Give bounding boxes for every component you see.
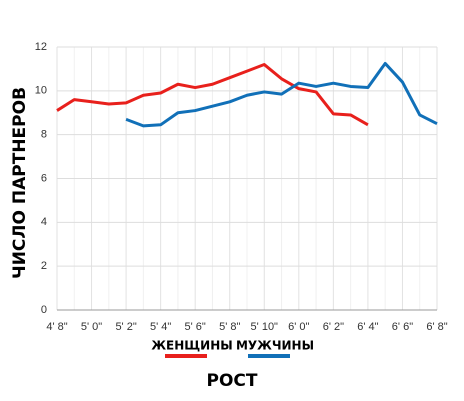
y-tick-label: 8: [41, 129, 47, 141]
x-tick-label: 5' 0": [81, 321, 102, 333]
x-tick-label: 5' 10": [251, 321, 279, 333]
x-tick-label: 5' 2": [115, 321, 136, 333]
line-series: [125, 61, 438, 128]
y-tick-label: 6: [41, 172, 47, 184]
y-tick-label: 4: [41, 216, 47, 228]
x-tick-label: 6' 0": [288, 321, 309, 333]
x-tick-label: 5' 6": [185, 321, 206, 333]
x-tick-label: 5' 8": [219, 321, 240, 333]
y-tick-label: 12: [35, 41, 47, 53]
x-tick-label: 6' 4": [357, 321, 378, 333]
legend-label: ЖЕНЩИНЫ: [151, 339, 232, 353]
y-tick-label: 0: [41, 304, 47, 316]
x-tick-label: 5' 4": [150, 321, 171, 333]
x-tick-label: 6' 8": [426, 321, 447, 333]
x-tick-label: 4' 8": [46, 321, 67, 333]
y-axis-title: ЧИСЛО ПАРТНЕРОВ: [10, 87, 30, 279]
line-series: [56, 63, 369, 127]
x-tick-label: 6' 2": [323, 321, 344, 333]
legend-label: МУЖЧИНЫ: [236, 339, 314, 353]
y-tick-label: 10: [35, 85, 47, 97]
y-tick-label: 2: [41, 260, 47, 272]
x-axis-title: РОСТ: [207, 371, 258, 391]
x-tick-label: 6' 6": [392, 321, 413, 333]
